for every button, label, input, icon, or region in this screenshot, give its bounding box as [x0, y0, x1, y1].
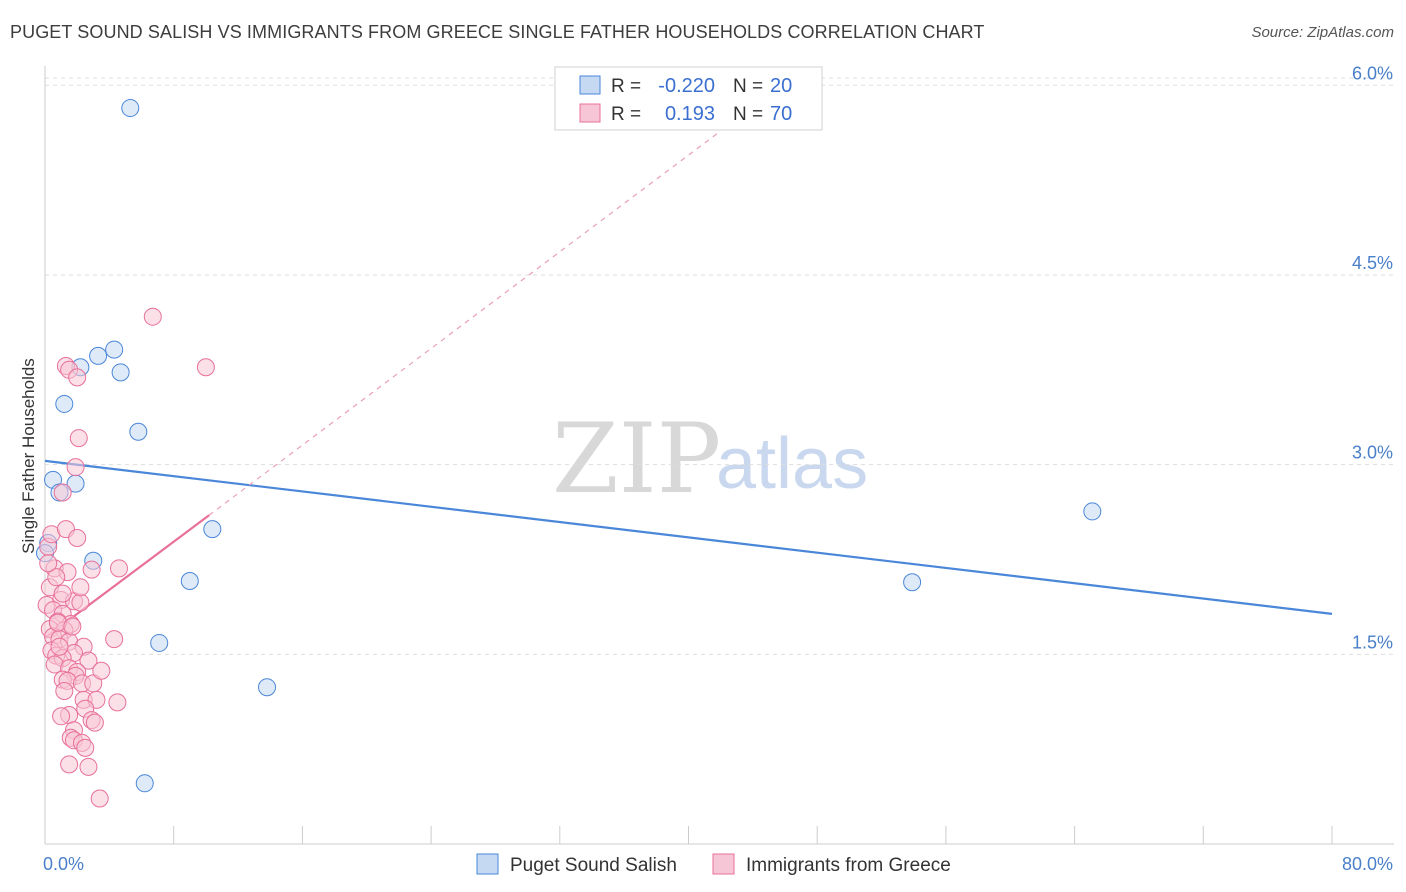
bottom-legend-label-pink: Immigrants from Greece: [746, 855, 951, 876]
points-layer: [36, 99, 1102, 808]
point-puget-sound-salish: [105, 340, 124, 359]
watermark-zip: ZIP: [552, 403, 721, 515]
legend-n-label-1: N =: [733, 104, 763, 125]
point-puget-sound-salish: [258, 678, 277, 697]
legend-box: R = -0.220 N = 20 R = 0.193 N = 70: [554, 66, 823, 131]
point-puget-sound-salish: [111, 363, 130, 382]
grid-layer: [45, 77, 1394, 655]
point-puget-sound-salish: [1083, 502, 1102, 521]
bottom-legend: Puget Sound Salish Immigrants from Greec…: [476, 853, 951, 876]
watermark-atlas: atlas: [716, 424, 868, 504]
point-immigrants-from-greece: [90, 789, 109, 808]
y-tick-label: 4.5%: [1352, 253, 1393, 273]
point-immigrants-from-greece: [68, 528, 87, 547]
legend-swatch-pink: [579, 103, 601, 123]
point-immigrants-from-greece: [50, 637, 69, 656]
legend-n-label-0: N =: [733, 76, 763, 97]
legend-n-value-0: 20: [770, 75, 792, 97]
point-immigrants-from-greece: [60, 755, 79, 774]
point-puget-sound-salish: [203, 520, 222, 539]
point-immigrants-from-greece: [55, 681, 74, 700]
point-immigrants-from-greece: [66, 458, 85, 477]
y-tick-label: 3.0%: [1352, 443, 1393, 463]
point-immigrants-from-greece: [79, 757, 98, 776]
legend-r-value-1: 0.193: [665, 103, 715, 125]
point-immigrants-from-greece: [82, 560, 101, 579]
bottom-legend-label-blue: Puget Sound Salish: [510, 855, 677, 876]
point-puget-sound-salish: [89, 346, 108, 365]
point-immigrants-from-greece: [110, 559, 129, 578]
point-immigrants-from-greece: [71, 593, 90, 612]
legend-swatch-blue: [579, 75, 601, 95]
axis-layer: [44, 66, 1394, 845]
tick-label-layer: 1.5% 3.0% 4.5% 6.0% 0.0% 80.0%: [43, 63, 1393, 874]
point-immigrants-from-greece: [63, 617, 82, 636]
point-puget-sound-salish: [129, 422, 148, 441]
point-immigrants-from-greece: [47, 568, 66, 587]
point-immigrants-from-greece: [53, 483, 72, 502]
point-immigrants-from-greece: [39, 554, 58, 573]
x-tick-label-max: 80.0%: [1342, 854, 1393, 874]
bottom-legend-swatch-blue: [476, 853, 499, 875]
point-puget-sound-salish: [903, 573, 922, 592]
chart-title: PUGET SOUND SALISH VS IMMIGRANTS FROM GR…: [10, 22, 985, 42]
point-immigrants-from-greece: [68, 368, 87, 387]
point-immigrants-from-greece: [85, 713, 104, 732]
y-tick-label: 6.0%: [1352, 63, 1393, 83]
trend-line-puget-sound-salish: [44, 459, 1333, 615]
point-immigrants-from-greece: [52, 707, 71, 726]
legend-r-value-0: -0.220: [658, 75, 715, 97]
point-immigrants-from-greece: [105, 630, 124, 649]
point-immigrants-from-greece: [71, 578, 90, 597]
trend-layer: [44, 132, 1333, 639]
legend-r-label-0: R =: [611, 76, 641, 97]
source-label: Source: ZipAtlas.com: [1251, 24, 1394, 41]
legend-n-value-1: 70: [770, 103, 792, 125]
point-immigrants-from-greece: [143, 307, 162, 326]
point-immigrants-from-greece: [92, 661, 111, 680]
y-tick-label: 1.5%: [1352, 632, 1393, 652]
point-immigrants-from-greece: [79, 651, 98, 670]
point-puget-sound-salish: [135, 774, 154, 793]
point-puget-sound-salish: [180, 571, 199, 590]
point-puget-sound-salish: [150, 633, 169, 652]
y-axis-label: Single Father Households: [19, 358, 38, 554]
point-immigrants-from-greece: [69, 429, 88, 448]
x-tick-label-min: 0.0%: [43, 854, 84, 874]
legend-r-label-1: R =: [611, 104, 641, 125]
point-puget-sound-salish: [121, 99, 140, 118]
point-immigrants-from-greece: [196, 358, 215, 377]
point-puget-sound-salish: [55, 394, 74, 413]
point-immigrants-from-greece: [53, 584, 72, 603]
point-immigrants-from-greece: [76, 738, 95, 757]
point-immigrants-from-greece: [108, 693, 127, 712]
bottom-legend-swatch-pink: [712, 853, 735, 875]
